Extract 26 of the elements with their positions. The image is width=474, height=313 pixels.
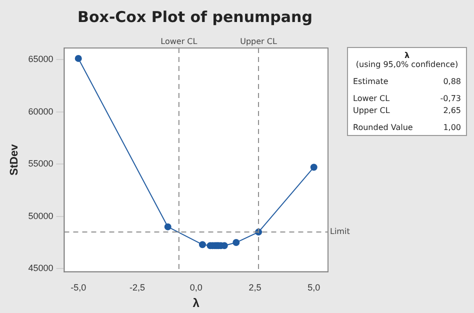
x-tick-label: 5,0	[308, 282, 320, 293]
text: Estimate	[353, 77, 388, 86]
x-axis-title: λ	[192, 296, 200, 310]
y-tick-label: 50000	[28, 210, 54, 221]
chart-title: Box-Cox Plot of penumpang	[76, 8, 314, 26]
y-tick-label: 60000	[28, 106, 54, 116]
text: 0,88	[443, 77, 461, 86]
x-tick-label: 0,0	[190, 282, 202, 293]
y-tick-label: 45000	[28, 263, 54, 274]
y-axis-title: StDev	[8, 143, 21, 176]
y-tick-label: 55000	[28, 158, 54, 169]
text: 2,65	[443, 106, 461, 115]
y-tick-label: 65000	[28, 54, 54, 64]
text: Rounded Value	[353, 123, 413, 132]
text: (using 95,0% confidence)	[354, 60, 460, 69]
ref-line-label: Lower CL	[160, 37, 198, 46]
text: Lower CL	[353, 94, 390, 103]
x-tick-label: 2,5	[248, 282, 262, 293]
text: 1,00	[443, 123, 461, 132]
text: λ	[403, 51, 411, 60]
text: -0,73	[440, 94, 461, 103]
text: Upper CL	[353, 106, 390, 115]
x-tick-label: -5,0	[70, 282, 86, 293]
ref-line-label: Upper CL	[240, 37, 278, 46]
ref-line-label: Limit	[330, 227, 350, 236]
x-tick-label: -2,5	[129, 282, 145, 293]
